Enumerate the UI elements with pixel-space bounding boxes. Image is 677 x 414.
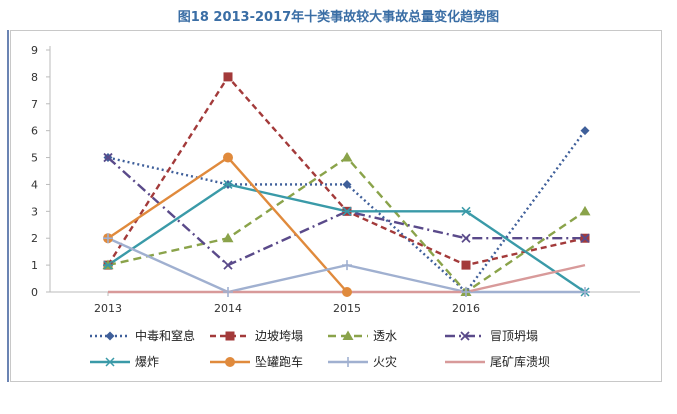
data-point	[222, 232, 234, 243]
legend-item: 中毒和窒息	[90, 328, 195, 343]
legend-label: 尾矿库溃坝	[490, 354, 550, 369]
x-tick-label: 2015	[333, 302, 361, 315]
data-point	[580, 233, 590, 243]
legend-label: 边坡垮塌	[255, 329, 303, 343]
legend-label: 透水	[373, 329, 397, 343]
legend-item: 爆炸	[90, 355, 159, 369]
data-point	[461, 287, 471, 297]
legend-item: 边坡垮塌	[210, 329, 303, 343]
chart-frame	[10, 30, 662, 382]
legend-swatch-marker	[105, 331, 115, 341]
y-tick-label: 5	[31, 152, 38, 165]
y-tick-label: 7	[31, 98, 38, 111]
data-point	[103, 152, 113, 163]
series-line-2	[107, 156, 586, 294]
legend-label: 火灾	[373, 354, 397, 369]
data-point	[103, 233, 113, 244]
y-tick-label: 6	[31, 125, 38, 138]
data-point	[461, 206, 471, 216]
legend-swatch-marker	[105, 357, 115, 367]
legend-label: 坠罐跑车	[255, 354, 303, 369]
data-point	[223, 287, 233, 297]
x-tick-label: 2014	[214, 302, 242, 315]
series-line-3	[107, 156, 585, 267]
y-tick-label: 1	[31, 259, 38, 272]
legend-swatch-marker	[460, 331, 470, 341]
data-point	[580, 287, 590, 297]
frame-accent-bar	[7, 30, 9, 382]
data-point	[342, 287, 352, 297]
data-point	[223, 179, 233, 189]
legend-swatch-marker	[225, 331, 235, 341]
legend-item: 尾矿库溃坝	[445, 354, 550, 369]
data-point	[461, 260, 471, 270]
legend-swatch-marker	[343, 357, 353, 367]
data-point	[579, 205, 591, 216]
data-point	[341, 152, 353, 162]
data-point	[342, 206, 352, 216]
y-tick-label: 0	[31, 286, 38, 299]
legend-item: 冒顶坍塌	[445, 329, 538, 343]
y-tick-label: 3	[31, 205, 38, 218]
data-point	[461, 233, 471, 243]
series-line-5	[107, 156, 348, 293]
data-point	[223, 72, 233, 82]
legend-label: 爆炸	[135, 355, 159, 369]
legend-label: 冒顶坍塌	[490, 329, 538, 343]
data-point	[342, 179, 352, 189]
legend-swatch-marker	[225, 357, 235, 367]
legend-label: 中毒和窒息	[135, 328, 195, 343]
data-point	[103, 260, 113, 270]
data-point	[342, 260, 352, 271]
legend-item: 坠罐跑车	[210, 354, 303, 369]
x-tick-label: 2013	[94, 302, 122, 315]
data-point	[580, 126, 590, 136]
y-tick-label: 4	[31, 178, 38, 191]
y-tick-label: 8	[31, 71, 38, 84]
series-line-1	[106, 75, 586, 267]
chart-title: 图18 2013-2017年十类事故较大事故总量变化趋势图	[177, 10, 500, 25]
data-point	[223, 260, 233, 270]
data-point	[223, 152, 233, 163]
x-tick-label: 2016	[452, 302, 480, 315]
y-tick-label: 2	[31, 232, 38, 245]
y-tick-label: 9	[31, 44, 38, 57]
legend-swatch-marker	[342, 330, 354, 340]
legend-item: 透水	[328, 329, 397, 343]
legend-item: 火灾	[328, 354, 397, 369]
